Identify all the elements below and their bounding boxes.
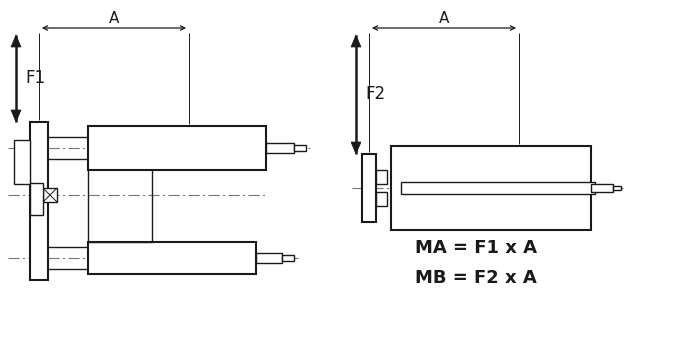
Bar — [43, 188, 57, 202]
Text: MA = F1 x A: MA = F1 x A — [415, 239, 537, 257]
Bar — [30, 183, 43, 215]
Polygon shape — [11, 35, 21, 47]
Bar — [256, 253, 282, 263]
Bar — [376, 192, 387, 206]
Bar — [591, 184, 613, 192]
Bar — [88, 242, 256, 274]
Bar — [401, 182, 595, 194]
Bar — [376, 170, 387, 184]
Text: A: A — [439, 11, 450, 26]
Polygon shape — [11, 110, 21, 122]
Bar — [14, 140, 30, 184]
Text: A: A — [109, 11, 119, 26]
Bar — [362, 154, 376, 222]
Bar — [266, 143, 294, 153]
Bar — [88, 126, 266, 170]
Bar — [282, 255, 294, 261]
Text: F1: F1 — [25, 69, 45, 87]
Bar — [391, 146, 591, 230]
Bar — [613, 186, 621, 190]
Text: MB = F2 x A: MB = F2 x A — [415, 269, 537, 287]
Text: F2: F2 — [365, 85, 385, 103]
Polygon shape — [351, 142, 361, 154]
Bar — [294, 145, 306, 151]
Polygon shape — [351, 35, 361, 47]
Bar — [30, 122, 48, 280]
